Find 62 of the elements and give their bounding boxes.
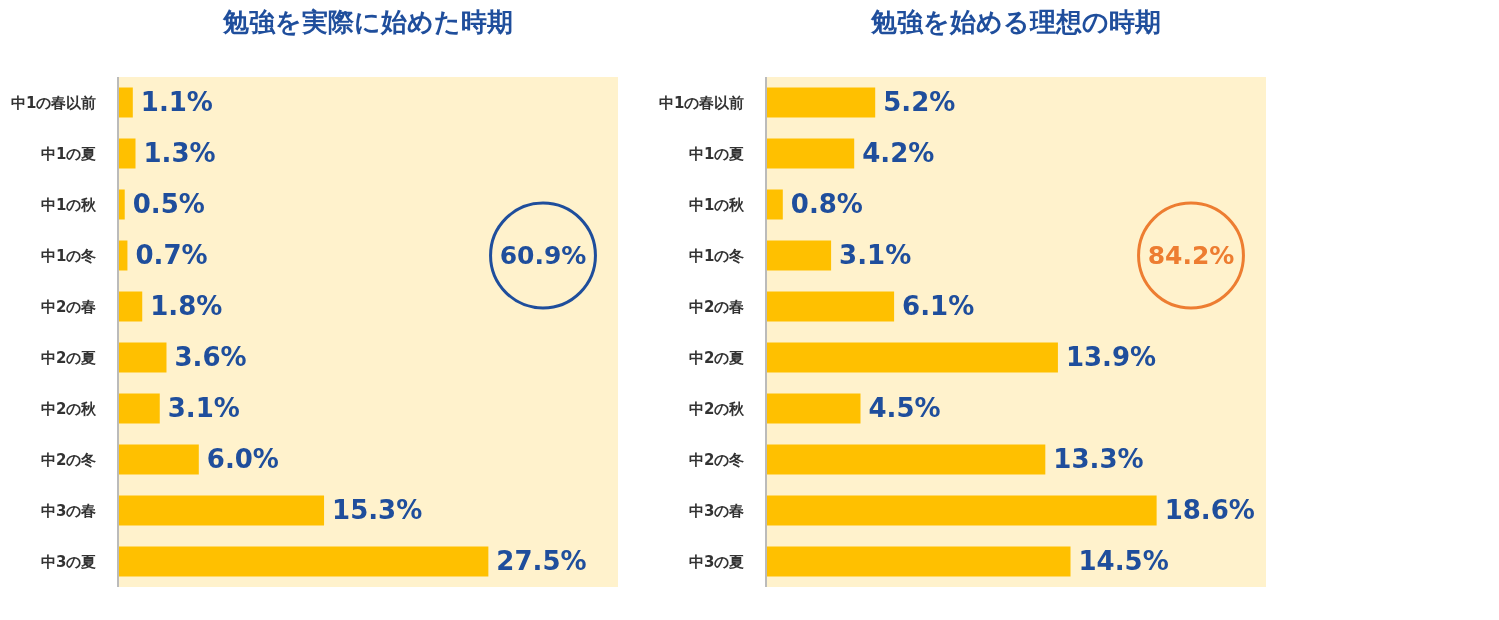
bar: [766, 393, 861, 424]
chart-title: 勉強を実際に始めた時期: [222, 7, 513, 38]
y-tick-label: 中2の冬: [41, 450, 97, 469]
bar: [118, 342, 167, 373]
y-tick-label: 中1の秋: [689, 195, 746, 214]
y-tick-label: 中3の夏: [689, 552, 745, 571]
chart-title: 勉強を始める理想の時期: [870, 7, 1161, 38]
y-tick-label: 中3の夏: [41, 552, 97, 571]
bar: [766, 240, 832, 271]
y-tick-label: 中2の秋: [689, 399, 746, 418]
data-label: 3.1%: [839, 239, 912, 270]
data-label: 13.3%: [1053, 443, 1144, 474]
y-tick-label: 中2の春: [41, 297, 97, 316]
data-label: 5.2%: [883, 86, 956, 117]
y-tick-label: 中2の夏: [689, 348, 745, 367]
bar: [766, 291, 895, 322]
bar: [118, 87, 133, 118]
bar: [118, 546, 489, 577]
bar: [118, 495, 325, 526]
y-tick-label: 中1の春以前: [659, 93, 745, 112]
data-label: 6.1%: [902, 290, 975, 321]
data-label: 1.1%: [140, 86, 213, 117]
data-label: 6.0%: [206, 443, 279, 474]
data-label: 1.8%: [150, 290, 223, 321]
bar: [118, 444, 199, 475]
text: 60.9%: [499, 240, 587, 270]
data-label: 4.5%: [868, 392, 941, 423]
y-tick-label: 中1の夏: [41, 144, 97, 163]
data-label: 0.8%: [790, 188, 863, 219]
data-label: 4.2%: [862, 137, 935, 168]
bar: [766, 138, 855, 169]
y-tick-label: 中3の春: [41, 501, 97, 520]
data-label: 14.5%: [1078, 545, 1169, 576]
bar: [766, 546, 1071, 577]
bar: [766, 189, 783, 220]
bar: [766, 444, 1046, 475]
data-label: 1.3%: [143, 137, 216, 168]
y-tick-label: 中1の冬: [41, 246, 97, 265]
annotation: 84.2%: [1147, 240, 1235, 270]
y-tick-label: 中1の春以前: [11, 93, 97, 112]
data-label: 27.5%: [496, 545, 587, 576]
data-label: 0.5%: [132, 188, 205, 219]
data-label: 3.6%: [174, 341, 247, 372]
data-label: 13.9%: [1065, 341, 1157, 372]
data-label: 0.7%: [135, 239, 208, 270]
bar: [118, 291, 143, 322]
y-tick-label: 中1の冬: [689, 246, 745, 265]
bar: [118, 393, 160, 424]
y-tick-label: 中1の秋: [41, 195, 98, 214]
y-tick-label: 中3の春: [689, 501, 745, 520]
data-label: 18.6%: [1164, 494, 1255, 525]
y-tick-label: 中1の夏: [689, 144, 745, 163]
bar: [118, 138, 136, 169]
y-tick-label: 中2の夏: [41, 348, 97, 367]
data-label: 15.3%: [332, 494, 423, 525]
data-label: 3.1%: [167, 392, 240, 423]
bar: [766, 342, 1058, 373]
y-tick-label: 中2の春: [689, 297, 745, 316]
bar: [766, 87, 876, 118]
bar: [766, 495, 1157, 526]
y-tick-label: 中2の冬: [689, 450, 745, 469]
y-tick-label: 中2の秋: [41, 399, 98, 418]
